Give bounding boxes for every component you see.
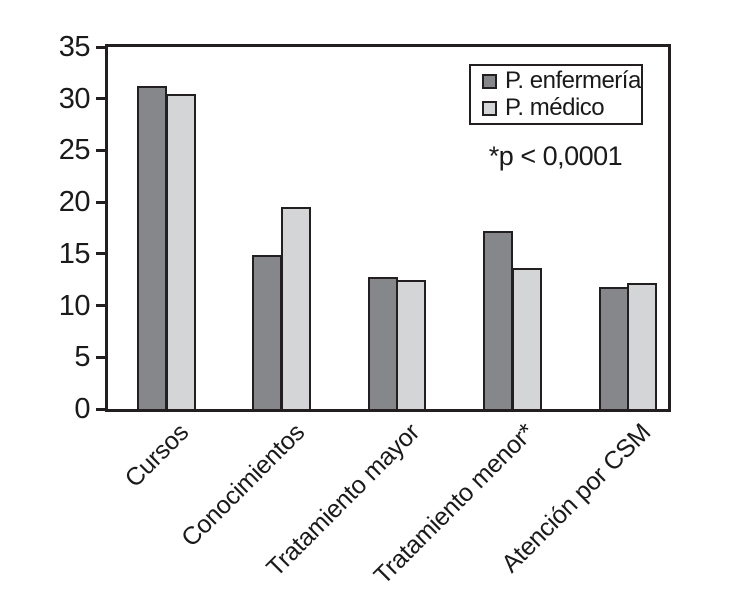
y-axis-tick-mark — [96, 304, 105, 308]
x-axis-category-label: Atención por CSM — [496, 418, 656, 579]
bar-enfermeria-4 — [483, 231, 514, 409]
y-axis-tick-mark — [96, 355, 105, 359]
y-axis-tick-mark — [96, 97, 105, 101]
y-axis-tick-mark — [96, 200, 105, 204]
legend-item: P. enfermería — [482, 69, 641, 93]
bar-medico-3 — [396, 279, 427, 409]
y-axis-tick-label: 10 — [58, 289, 91, 322]
y-axis-tick-mark — [96, 148, 105, 152]
bar-medico-4 — [511, 268, 542, 409]
legend-swatch-icon — [482, 73, 497, 89]
y-axis-tick-label: 25 — [58, 134, 91, 167]
y-axis-tick-label: 5 — [74, 341, 90, 374]
bar-medico-2 — [280, 207, 311, 409]
y-axis-tick-label: 0 — [74, 393, 90, 425]
bar-medico-1 — [165, 93, 196, 409]
y-axis-tick-label: 35 — [58, 31, 91, 63]
legend-label: P. enfermería — [505, 67, 641, 94]
y-axis-tick-mark — [96, 252, 105, 256]
y-axis-tick-mark — [96, 45, 105, 49]
legend-swatch-icon — [482, 100, 497, 116]
bar-enfermeria-2 — [252, 254, 283, 409]
y-axis-tick-label: 20 — [58, 186, 91, 219]
y-axis-tick-label: 15 — [58, 237, 91, 270]
p-value-annotation: *p < 0,0001 — [488, 141, 623, 171]
legend-label: P. médico — [505, 94, 605, 121]
y-axis-tick-label: 30 — [58, 82, 91, 115]
bar-enfermeria-1 — [137, 86, 167, 409]
legend: P. enfermería P. médico — [469, 64, 643, 125]
bar-medico-5 — [627, 282, 658, 409]
bar-enfermeria-5 — [598, 286, 629, 409]
legend-item: P. médico — [482, 96, 641, 120]
y-axis-tick-mark — [96, 407, 105, 411]
bar-enfermeria-3 — [367, 276, 398, 409]
